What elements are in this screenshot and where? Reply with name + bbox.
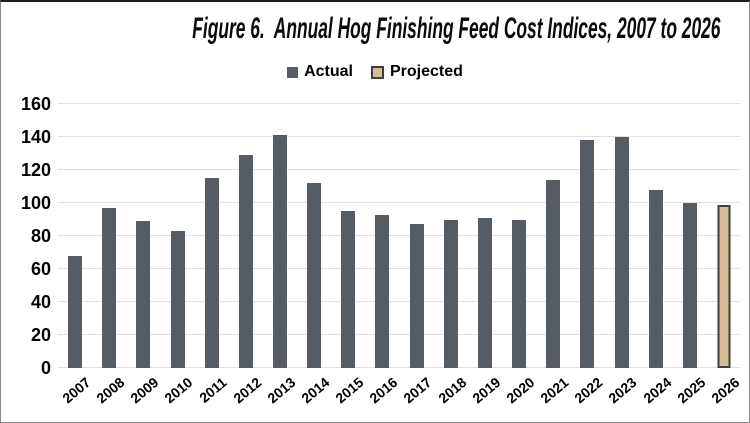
bar-slot: 2009 xyxy=(126,104,162,406)
bar-2011 xyxy=(204,178,219,368)
y-tick-label: 160 xyxy=(20,94,51,114)
bar-2014 xyxy=(307,183,322,368)
gridline xyxy=(58,268,741,269)
bar-2021 xyxy=(546,179,561,368)
x-tick-label: 2023 xyxy=(605,374,640,407)
bar-2022 xyxy=(580,140,595,368)
bar-2025 xyxy=(682,203,697,368)
x-tick-label: 2014 xyxy=(298,374,333,407)
bar-slot: 2018 xyxy=(434,104,469,406)
x-tick-label: 2022 xyxy=(571,374,606,407)
gridline xyxy=(58,235,741,236)
legend-label-actual: Actual xyxy=(304,63,353,80)
x-tick-label: 2021 xyxy=(537,374,572,407)
bar-slot: 2025 xyxy=(673,104,708,406)
x-tick-label: 2025 xyxy=(674,374,709,407)
bar-2010 xyxy=(170,231,185,368)
legend-item-actual: Actual xyxy=(287,63,353,81)
x-tick-label: 2016 xyxy=(366,374,401,407)
bar-2024 xyxy=(648,189,663,368)
bar-slot: 2016 xyxy=(365,104,401,406)
y-tick-label: 140 xyxy=(20,127,51,147)
x-tick-label: 2012 xyxy=(229,374,265,407)
bar-slot: 2014 xyxy=(297,104,332,406)
x-tick-label: 2019 xyxy=(469,374,504,407)
bar-2023 xyxy=(614,137,629,368)
bar-2008 xyxy=(102,207,117,368)
x-tick-label: 2018 xyxy=(434,374,470,407)
y-tick-label: 40 xyxy=(30,292,51,312)
gridline xyxy=(58,136,741,137)
bar-slot: 2013 xyxy=(263,104,298,406)
actual-swatch-icon xyxy=(287,66,299,78)
bar-2020 xyxy=(512,219,527,368)
bar-2015 xyxy=(341,211,356,368)
bar-slot: 2010 xyxy=(160,104,196,406)
y-tick-label: 120 xyxy=(20,160,51,180)
bar-slot: 2024 xyxy=(639,104,674,406)
bar-slot: 2023 xyxy=(605,104,640,406)
bar-2017 xyxy=(409,224,424,368)
bar-2019 xyxy=(477,217,492,368)
y-tick-label: 60 xyxy=(30,259,51,279)
bar-2016 xyxy=(375,214,390,368)
y-tick-label: 0 xyxy=(40,358,51,378)
x-tick-label: 2026 xyxy=(708,374,743,407)
x-tick-label: 2015 xyxy=(332,374,367,407)
gridline xyxy=(58,367,741,368)
gridline xyxy=(58,301,741,302)
x-tick-label: 2024 xyxy=(639,374,675,407)
y-tick-label: 100 xyxy=(20,193,51,213)
bar-2009 xyxy=(136,221,151,368)
x-tick-label: 2011 xyxy=(196,374,230,406)
bar-slot: 2017 xyxy=(400,104,435,406)
bar-2012 xyxy=(238,155,253,368)
bar-slot: 2015 xyxy=(331,104,367,406)
x-tick-label: 2009 xyxy=(127,374,162,407)
y-tick-label: 20 xyxy=(30,325,51,345)
gridline xyxy=(58,103,741,104)
bar-2018 xyxy=(443,219,458,368)
gridline xyxy=(58,169,741,170)
bar-2026 xyxy=(717,204,731,368)
bar-slot: 2011 xyxy=(195,104,230,406)
x-tick-label: 2017 xyxy=(400,374,435,407)
bar-slot: 2020 xyxy=(502,104,537,406)
bar-slot: 2021 xyxy=(536,104,572,406)
y-tick-label: 80 xyxy=(30,226,51,246)
bar-slot: 2012 xyxy=(229,104,264,406)
x-tick-label: 2013 xyxy=(264,374,299,407)
bar-slot: 2007 xyxy=(58,104,93,406)
chart-title-row: Figure 6. Annual Hog Finishing Feed Cost… xyxy=(1,12,749,46)
x-tick-label: 2007 xyxy=(59,374,94,407)
bar-2013 xyxy=(273,135,288,368)
legend-item-projected: Projected xyxy=(370,63,463,81)
y-axis: 0 20 40 60 80 100 120 140 160 xyxy=(9,94,51,378)
gridline xyxy=(58,334,741,335)
plot-grid xyxy=(58,103,741,368)
legend-label-projected: Projected xyxy=(389,63,463,80)
bar-2007 xyxy=(68,255,83,368)
bar-slot: 2008 xyxy=(92,104,128,406)
x-tick-label: 2008 xyxy=(93,374,128,407)
x-tick-label: 2010 xyxy=(161,374,196,407)
legend: Actual Projected xyxy=(1,63,749,81)
bar-slot: 2019 xyxy=(468,104,503,406)
x-tick-label: 2020 xyxy=(503,374,538,407)
gridline xyxy=(58,202,741,203)
projected-swatch-icon xyxy=(370,65,384,79)
bar-slot: 2022 xyxy=(570,104,606,406)
chart-title: Figure 6. Annual Hog Finishing Feed Cost… xyxy=(192,12,721,45)
bars-row: 2007 2008 2009 2010 2011 2012 2013 2014 2015 2016… xyxy=(58,104,742,406)
plot-area: 2007 2008 2009 2010 2011 2012 2013 2014 2015 2016… xyxy=(58,103,742,406)
bar-slot: 2026 xyxy=(707,104,742,406)
